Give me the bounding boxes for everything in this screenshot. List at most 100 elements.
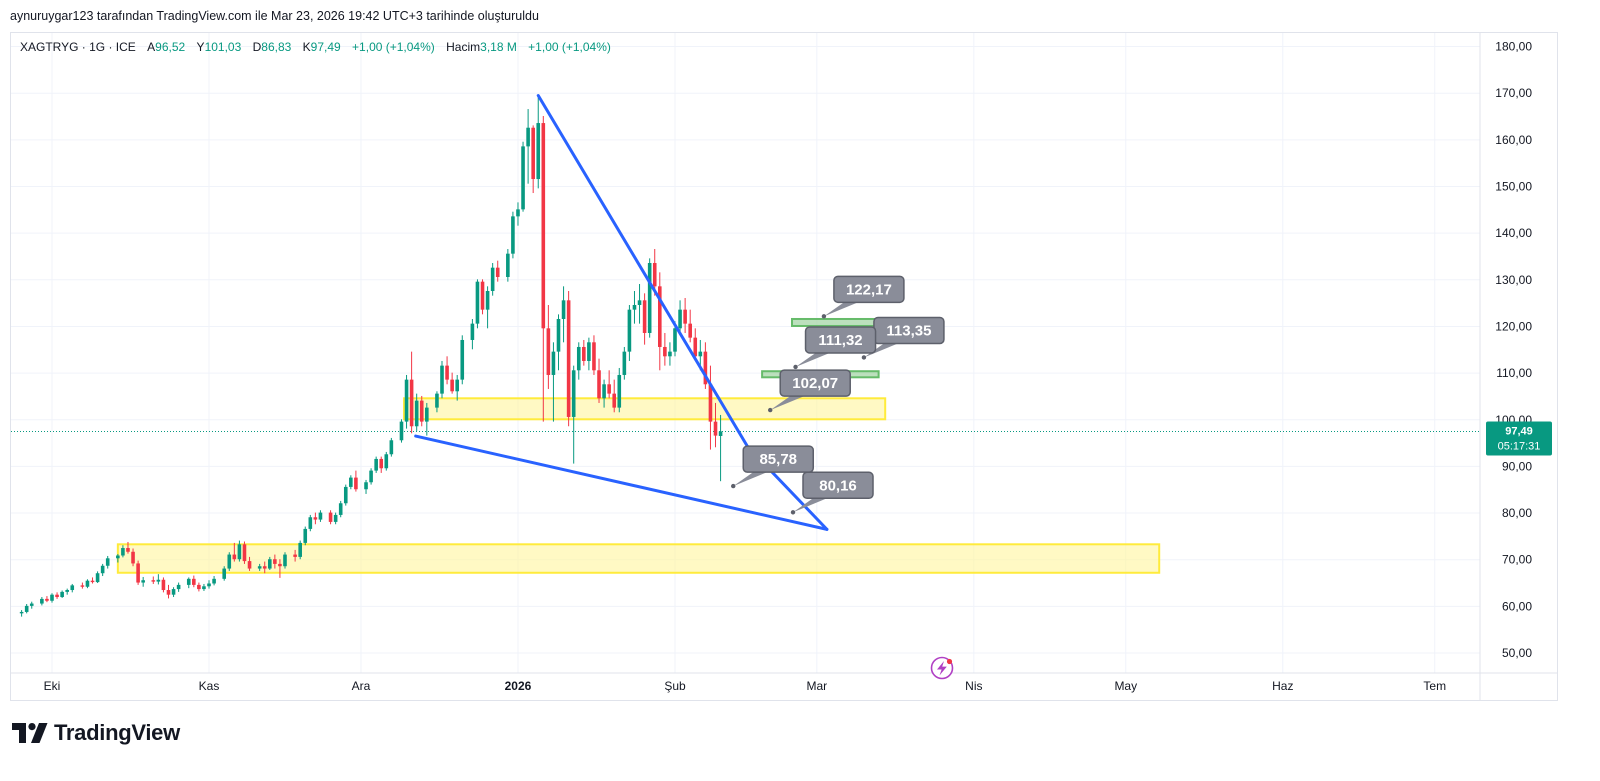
candle-body [116,555,120,559]
candle [95,571,100,584]
flash-icon[interactable] [930,656,954,680]
candle [186,577,191,589]
trendline[interactable] [536,94,749,448]
y-tick-label: 130,00 [1495,273,1532,287]
candle [232,542,237,562]
candle [161,577,166,593]
candle-body [460,339,465,380]
x-tick-label: Mar [806,679,827,693]
symbol-name[interactable]: XAGTRYG · 1G · ICE [20,40,136,54]
price-callout[interactable]: 85,78 [731,445,814,489]
candle [637,283,642,324]
candle-body [45,598,49,601]
candle [404,374,409,429]
candle-body [293,554,297,557]
candle-body [404,379,409,422]
candle-body [354,477,358,490]
price-callout[interactable]: 111,32 [793,326,877,370]
high-label: Y [196,40,205,54]
candle-body [343,486,348,504]
candle-body [100,565,105,574]
open-value: 96,52 [155,40,186,54]
callout-pointer [795,352,830,367]
candle-body [212,578,216,584]
candle [283,552,287,569]
candle [298,540,302,560]
candle-body [278,563,282,567]
y-tick-label: 50,00 [1502,646,1532,660]
candle [511,211,515,259]
callout-label: 122,17 [846,281,892,298]
candle-body [399,421,404,441]
candle [693,328,698,361]
candle-body [526,127,530,147]
price-callout[interactable]: 80,16 [790,471,874,515]
candle-body [566,300,571,417]
candle-body [136,563,140,583]
x-tick-label: Haz [1272,679,1293,693]
candle [536,97,541,189]
price-callout[interactable]: 122,17 [821,275,905,319]
price-callout[interactable]: 113,35 [861,316,945,360]
yellow-zone[interactable] [403,397,887,421]
zones-layer [116,317,1161,574]
x-tick-label: Şub [664,679,686,693]
candle-body [632,304,637,310]
candle [176,582,181,592]
candle [455,374,459,401]
candle [460,335,465,385]
candle-body [90,580,95,583]
candle-body [485,290,490,310]
candle [566,290,571,427]
candle [440,360,444,399]
candle [551,342,556,422]
candle-body [364,482,368,490]
candle [713,402,718,448]
y-tick-label: 80,00 [1502,506,1532,520]
candle-body [85,580,90,587]
candle [247,556,252,571]
candle [349,475,353,490]
candle-body [597,370,601,399]
y-tick-label: 140,00 [1495,226,1532,240]
candle-body [242,544,247,562]
candle [414,393,419,431]
candle [237,540,242,562]
candle [531,125,535,194]
candle [658,272,662,371]
candle [526,109,530,184]
candle-body [587,342,591,361]
candle-body [232,554,237,560]
candle [521,141,525,212]
y-tick-label: 160,00 [1495,133,1532,147]
candle-body [318,512,323,520]
candle-body [475,281,480,324]
trendline[interactable] [414,434,829,531]
candle-body [516,209,520,217]
candle-body [19,611,24,614]
price-callout[interactable]: 102,07 [768,369,851,413]
tradingview-logo[interactable]: TradingView [12,720,180,746]
callout-anchor [790,510,796,515]
callout-label: 113,35 [886,322,931,339]
candle [708,365,713,450]
candle [546,304,551,389]
candle [227,552,232,571]
candle-body [703,351,708,385]
candle-body [60,591,64,598]
candle-body [29,603,34,606]
candle-body [683,309,687,324]
candle [85,579,90,589]
callout-box [802,471,874,500]
candle [379,456,384,473]
candle [116,554,120,563]
candle-body [521,146,525,210]
yellow-zone[interactable] [116,543,1161,574]
candle-body [349,477,353,487]
candle [480,279,485,315]
x-tick-label: May [1114,679,1137,693]
candle-body [440,365,444,394]
candle-body [551,351,556,375]
x-tick-label: Eki [44,679,61,693]
